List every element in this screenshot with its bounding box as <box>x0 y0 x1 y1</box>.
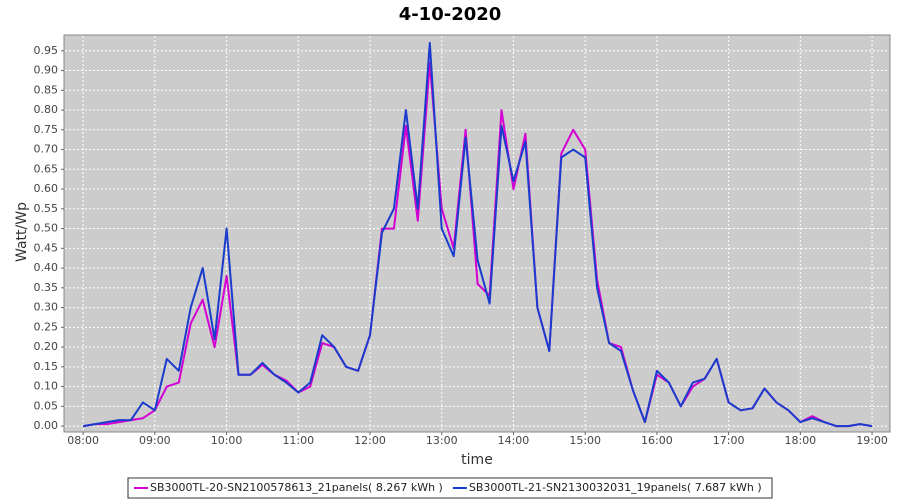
series-line <box>82 41 873 428</box>
x-tick-label: 11:00 <box>282 434 314 447</box>
x-tick-label: 18:00 <box>784 434 816 447</box>
x-tick-label: 14:00 <box>498 434 530 447</box>
y-tick-label: 0.60 <box>34 182 59 195</box>
y-tick-label: 0.30 <box>34 301 59 314</box>
x-tick-label: 12:00 <box>354 434 386 447</box>
legend-box <box>127 477 773 499</box>
y-tick-label: 0.00 <box>34 419 59 432</box>
y-tick-label: 0.50 <box>34 222 59 235</box>
y-tick-label: 0.15 <box>34 360 59 373</box>
y-tick-label: 0.55 <box>34 202 59 215</box>
y-tick-label: 0.45 <box>34 241 59 254</box>
y-tick-label: 0.10 <box>34 380 59 393</box>
x-tick-label: 13:00 <box>426 434 458 447</box>
x-tick-label: 08:00 <box>67 434 99 447</box>
y-tick-label: 0.35 <box>34 281 59 294</box>
y-tick-label: 0.20 <box>34 340 59 353</box>
x-tick-label: 10:00 <box>211 434 243 447</box>
legend-label: SB3000TL-20-SN2100578613_21panels( 8.267… <box>150 481 443 494</box>
chart-title: 4-10-2020 <box>399 4 502 25</box>
x-tick-label: 16:00 <box>641 434 673 447</box>
x-axis-label: time <box>461 452 493 468</box>
plot-area <box>63 34 891 433</box>
x-tick-label: 15:00 <box>569 434 601 447</box>
y-axis-label: Watt/Wp <box>14 202 30 262</box>
y-tick-label: 0.75 <box>34 123 59 136</box>
y-tick-label: 0.85 <box>34 83 59 96</box>
y-tick-label: 0.80 <box>34 103 59 116</box>
y-tick-label: 0.95 <box>34 44 59 57</box>
y-tick-label: 0.65 <box>34 162 59 175</box>
x-tick-label: 17:00 <box>713 434 745 447</box>
y-tick-label: 0.05 <box>34 399 59 412</box>
legend-label: SB3000TL-21-SN2130032031_19panels( 7.687… <box>469 481 762 494</box>
x-tick-label: 09:00 <box>139 434 171 447</box>
y-tick-label: 0.90 <box>34 64 59 77</box>
y-tick-label: 0.70 <box>34 143 59 156</box>
y-tick-label: 0.40 <box>34 261 59 274</box>
x-tick-label: 19:00 <box>856 434 888 447</box>
y-tick-label: 0.25 <box>34 320 59 333</box>
